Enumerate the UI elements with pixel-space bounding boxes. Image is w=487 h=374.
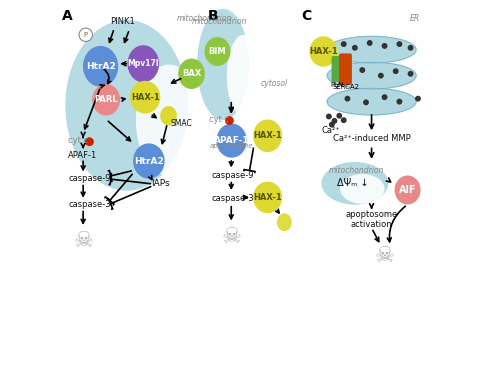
- Text: A: A: [61, 9, 73, 23]
- Text: ER: ER: [410, 13, 420, 22]
- Text: cyt c: cyt c: [209, 115, 229, 124]
- Text: mitochondrion: mitochondrion: [192, 17, 247, 26]
- Circle shape: [360, 68, 364, 72]
- Circle shape: [86, 138, 93, 145]
- Text: ☠: ☠: [375, 246, 394, 266]
- Ellipse shape: [309, 36, 337, 67]
- Circle shape: [332, 119, 337, 123]
- Circle shape: [397, 42, 402, 46]
- Text: BAX: BAX: [182, 69, 201, 78]
- Text: HAX-1: HAX-1: [253, 131, 282, 140]
- Circle shape: [353, 46, 357, 50]
- Text: HtrA2: HtrA2: [86, 62, 115, 71]
- Ellipse shape: [197, 9, 249, 120]
- Text: HAX-1: HAX-1: [309, 47, 337, 56]
- Ellipse shape: [216, 123, 247, 158]
- Text: ☠: ☠: [221, 227, 241, 247]
- FancyBboxPatch shape: [332, 57, 342, 81]
- Ellipse shape: [327, 88, 416, 115]
- Text: APAF-1: APAF-1: [68, 151, 97, 160]
- Text: cyt c: cyt c: [68, 136, 89, 145]
- Circle shape: [345, 71, 350, 76]
- Ellipse shape: [130, 81, 160, 113]
- Ellipse shape: [227, 35, 260, 116]
- FancyBboxPatch shape: [339, 54, 351, 84]
- Text: cytosol: cytosol: [260, 79, 287, 88]
- Text: B: B: [208, 9, 219, 23]
- Ellipse shape: [83, 46, 118, 87]
- Ellipse shape: [327, 62, 416, 89]
- Ellipse shape: [178, 59, 205, 89]
- Text: AIF: AIF: [399, 185, 416, 195]
- Text: APAF-1: APAF-1: [214, 136, 249, 145]
- Circle shape: [408, 46, 413, 50]
- Circle shape: [364, 100, 368, 105]
- Circle shape: [408, 71, 413, 76]
- Text: PLN: PLN: [330, 82, 344, 88]
- Circle shape: [341, 118, 346, 122]
- Circle shape: [397, 99, 402, 104]
- Ellipse shape: [321, 162, 388, 205]
- Text: SMAC: SMAC: [170, 119, 192, 128]
- Text: HtrA2: HtrA2: [134, 156, 164, 166]
- Circle shape: [382, 95, 387, 99]
- Ellipse shape: [277, 213, 292, 231]
- Text: apoptosome: apoptosome: [209, 143, 253, 149]
- Text: Ca²⁺: Ca²⁺: [321, 126, 340, 135]
- Circle shape: [416, 96, 420, 101]
- Text: ☠: ☠: [73, 231, 93, 251]
- Text: SERCA2: SERCA2: [332, 84, 359, 90]
- Circle shape: [341, 42, 346, 46]
- Text: HAX-1: HAX-1: [253, 193, 282, 202]
- Text: caspase-3: caspase-3: [68, 200, 111, 209]
- Circle shape: [345, 96, 350, 101]
- Ellipse shape: [133, 143, 165, 179]
- Text: apoptosome
activation: apoptosome activation: [345, 210, 398, 229]
- Ellipse shape: [253, 182, 282, 213]
- Ellipse shape: [394, 175, 421, 205]
- Circle shape: [378, 73, 383, 78]
- Ellipse shape: [92, 84, 120, 116]
- Circle shape: [368, 41, 372, 45]
- Text: Ca²⁺-induced MMP: Ca²⁺-induced MMP: [333, 134, 411, 143]
- Text: mitochondrion: mitochondrion: [177, 13, 232, 22]
- Circle shape: [225, 117, 233, 124]
- Circle shape: [382, 44, 387, 48]
- Ellipse shape: [340, 174, 385, 204]
- Text: IAPs: IAPs: [150, 179, 169, 188]
- Ellipse shape: [128, 45, 159, 82]
- Text: Mpv17l: Mpv17l: [128, 59, 159, 68]
- Text: PINK1: PINK1: [111, 17, 135, 26]
- Ellipse shape: [136, 64, 203, 176]
- Text: HAX-1: HAX-1: [131, 93, 160, 102]
- Text: C: C: [301, 9, 311, 23]
- Ellipse shape: [205, 37, 230, 66]
- Circle shape: [393, 69, 398, 73]
- Text: caspase-3: caspase-3: [212, 194, 255, 203]
- Text: P: P: [84, 32, 88, 38]
- Text: caspase-9: caspase-9: [212, 171, 254, 180]
- Ellipse shape: [253, 119, 282, 152]
- Text: BIM: BIM: [209, 47, 226, 56]
- Text: PARL: PARL: [94, 95, 118, 104]
- Ellipse shape: [65, 20, 188, 191]
- Ellipse shape: [327, 36, 416, 63]
- Text: mitochondrion: mitochondrion: [329, 166, 384, 175]
- Text: ΔΨₘ ↓: ΔΨₘ ↓: [337, 178, 368, 188]
- Circle shape: [327, 114, 331, 119]
- Circle shape: [337, 113, 341, 118]
- Ellipse shape: [160, 106, 177, 125]
- Circle shape: [330, 122, 334, 127]
- Text: caspase-9: caspase-9: [68, 174, 111, 183]
- Circle shape: [79, 28, 93, 42]
